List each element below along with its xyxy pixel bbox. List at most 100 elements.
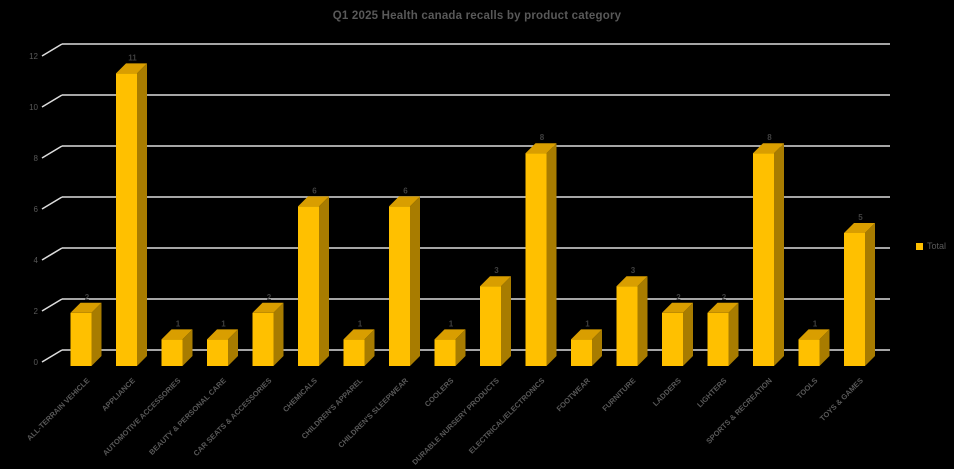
bar-top-face (844, 223, 875, 233)
x-category-label: TOYS & GAMES (818, 376, 865, 423)
x-category-label: AUTOMOTIVE ACCESSORIES (101, 376, 183, 458)
bar (571, 339, 592, 366)
bar-top-face (525, 143, 557, 154)
bar-value-label: 2 (267, 293, 272, 302)
bar-top-face (616, 276, 648, 287)
y-tick-label: 6 (34, 205, 39, 214)
bar (707, 312, 729, 366)
bar-top-face (480, 276, 511, 287)
bar-top-face (116, 63, 147, 74)
bar-value-label: 2 (722, 293, 727, 302)
bar-side-face (728, 302, 739, 366)
y-tick-label: 8 (34, 154, 39, 163)
bar-value-label: 11 (128, 53, 137, 62)
bar (798, 339, 820, 366)
bar-top-face (161, 329, 193, 340)
bar-value-label: 1 (585, 319, 590, 328)
gridline-depth-connector (41, 94, 63, 108)
bar-side-face (228, 329, 238, 366)
bar-side-face (774, 143, 784, 366)
legend: Total (916, 241, 946, 251)
bar-side-face (501, 276, 511, 366)
chart-title: Q1 2025 Health canada recalls by product… (332, 10, 622, 22)
y-tick-label: 2 (34, 307, 39, 316)
bar-side-face (683, 302, 693, 366)
x-category-label: ALL-TERRAIN VEHICLE (25, 376, 91, 442)
bar (70, 312, 92, 366)
bar-top-face (343, 329, 375, 340)
bar-top-face (707, 302, 739, 313)
bar-value-label: 1 (813, 319, 818, 328)
x-category-label: DURABLE NURSERY PRODUCTS (410, 376, 501, 467)
bar-value-label: 8 (767, 133, 772, 142)
bar-top-face (571, 329, 602, 340)
bar-top-face (207, 329, 238, 340)
bar-side-face (137, 63, 147, 367)
x-category-label: APPLIANCE (100, 376, 137, 413)
gridline-depth-connector (41, 196, 63, 210)
legend-swatch-icon (916, 242, 923, 250)
bar-top-face (798, 329, 830, 340)
y-tick-label: 10 (29, 103, 38, 112)
bar (116, 73, 137, 367)
bar-side-face (273, 302, 284, 366)
bar-value-label: 1 (176, 319, 181, 328)
bar-top-face (662, 302, 693, 313)
bar (389, 206, 410, 366)
gridline-depth-connector (41, 145, 63, 159)
bar-value-label: 6 (403, 186, 408, 195)
y-tick-label: 4 (34, 256, 39, 265)
bar-top-face (389, 196, 420, 207)
bar (252, 312, 274, 366)
bar-side-face (364, 329, 375, 366)
x-category-label: CHEMICALS (281, 376, 319, 414)
bar-top-face (70, 302, 102, 313)
bar-value-label: 3 (494, 266, 499, 275)
x-category-label: COOLERS (423, 376, 456, 409)
bar-value-label: 2 (85, 293, 90, 302)
bar-side-face (91, 302, 102, 366)
bar (662, 312, 683, 366)
gridline-depth-connector (41, 298, 63, 312)
bar-top-face (298, 196, 329, 207)
bar-side-face (865, 223, 875, 366)
bar-side-face (455, 329, 466, 366)
bar (343, 339, 365, 366)
bar-value-label: 1 (221, 319, 226, 328)
bar-side-face (410, 196, 420, 366)
bar-value-label: 5 (858, 213, 863, 222)
bar-top-face (252, 302, 284, 313)
gridline-depth-connector (41, 247, 63, 261)
bar-side-face (182, 329, 193, 366)
bar-side-face (546, 143, 557, 366)
bar (207, 339, 228, 366)
bar-value-label: 1 (358, 319, 363, 328)
bar-value-label: 6 (312, 186, 317, 195)
bar (434, 339, 456, 366)
bar-value-label: 2 (676, 293, 681, 302)
x-category-label: CAR SEATS & ACCESSORIES (192, 376, 274, 458)
bar (161, 339, 183, 366)
x-category-label: ELECTRICAL/ELECTRONICS (467, 376, 546, 455)
legend-label: Total (927, 241, 947, 251)
y-tick-label: 0 (34, 358, 39, 367)
x-category-label: BEAUTY & PERSONAL CARE (147, 376, 228, 457)
bar-side-face (637, 276, 648, 366)
bar-side-face (819, 329, 830, 366)
bar (753, 153, 774, 366)
x-category-label: FURNITURE (600, 376, 637, 413)
x-category-label: TOOLS (795, 376, 820, 401)
bar-value-label: 1 (449, 319, 454, 328)
x-category-label: LADDERS (651, 376, 683, 408)
bar-value-label: 3 (631, 266, 636, 275)
gridline-depth-connector (41, 349, 63, 363)
bar (480, 286, 501, 366)
bar-side-face (592, 329, 602, 366)
y-tick-label: 12 (29, 52, 38, 61)
gridline-depth-connector (41, 43, 63, 57)
x-category-label: FOOTWEAR (555, 376, 593, 414)
bar-top-face (753, 143, 784, 154)
bar-top-face (434, 329, 466, 340)
